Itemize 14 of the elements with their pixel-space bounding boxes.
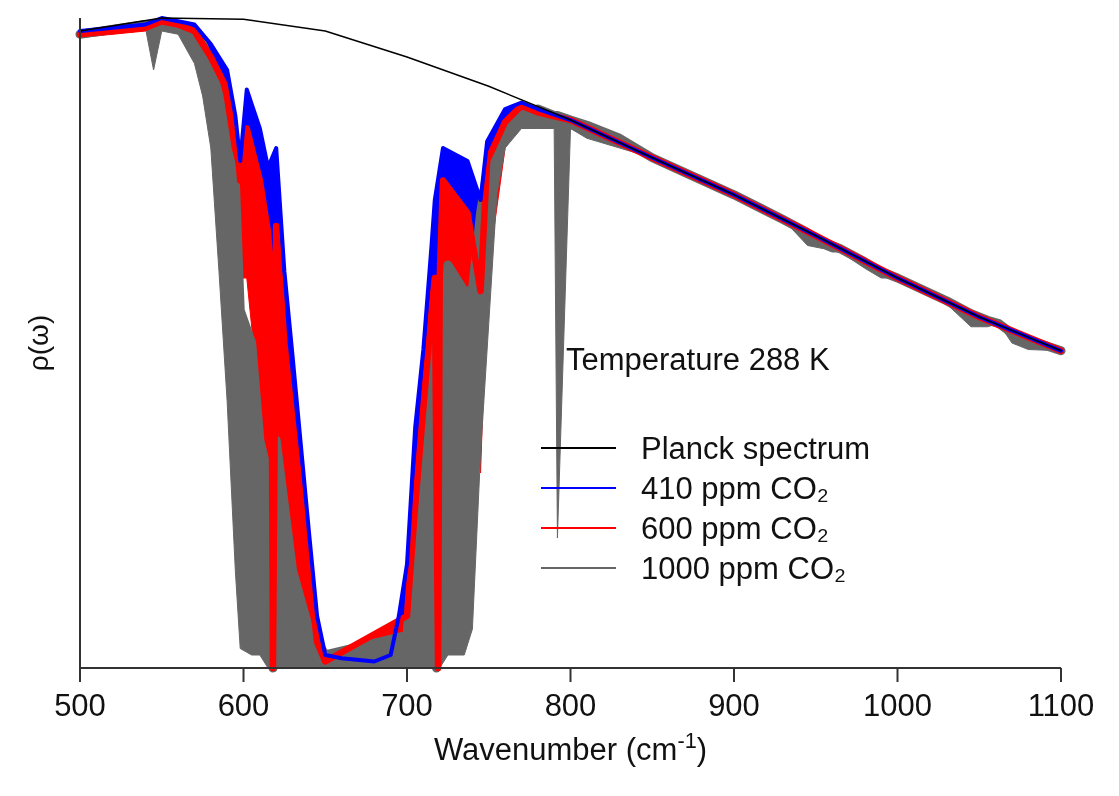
x-tick-label: 600: [217, 688, 270, 723]
legend-label: Planck spectrum: [641, 431, 871, 466]
legend-label: 1000 ppm CO₂: [641, 551, 847, 586]
x-tick-label: 500: [54, 688, 106, 723]
x-tick-label: 800: [544, 688, 597, 723]
legend-label: 600 ppm CO₂: [641, 511, 829, 546]
x-axis-title: Wavenumber (cm$^{-1}$): [433, 727, 708, 767]
x-tick-label: 700: [381, 688, 433, 723]
x-tick-label: 1000: [863, 688, 932, 723]
y-axis-title: ρ(ω): [23, 314, 54, 372]
annotation: Temperature 288 K: [566, 342, 830, 377]
legend-label: 410 ppm CO₂: [641, 471, 829, 506]
x-tick-label: 900: [708, 688, 760, 723]
x-tick-label: 1100: [1027, 688, 1095, 723]
